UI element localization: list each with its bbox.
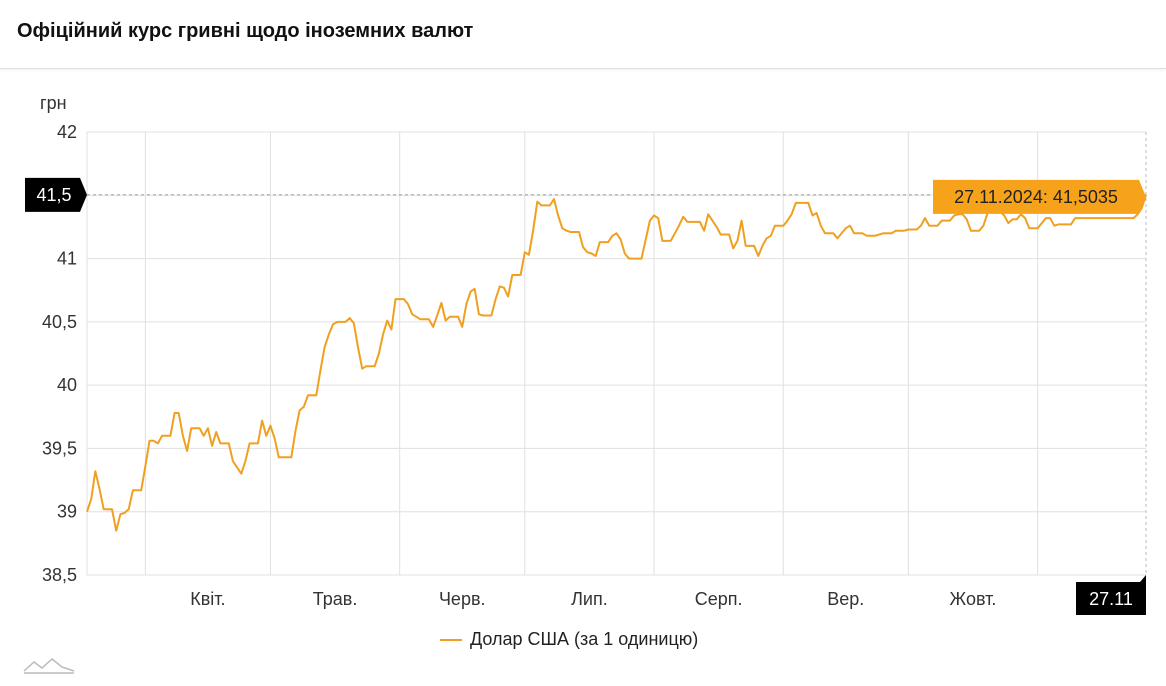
x-tick-label: Квіт. [190, 589, 225, 609]
x-tick-label: Черв. [439, 589, 486, 609]
y-tick-label: 39,5 [42, 438, 77, 458]
y-tick-label: 42 [57, 122, 77, 142]
y-tick-label: 38,5 [42, 565, 77, 585]
header-bar: Офіційний курс гривні щодо іноземних вал… [0, 0, 1166, 69]
y-tick-label: 41 [57, 249, 77, 269]
x-tick-label: Серп. [695, 589, 743, 609]
y-axis-unit-label: грн [40, 93, 67, 113]
x-tick-label: Трав. [313, 589, 358, 609]
tooltip-label: 27.11.2024: 41,5035 [954, 187, 1118, 207]
mountain-logo-icon [23, 658, 75, 674]
x-tick-label: Лип. [571, 589, 608, 609]
y-tick-label: 39 [57, 502, 77, 522]
crosshair-y-marker [25, 177, 87, 212]
series-line-usd[interactable] [86, 194, 1147, 532]
x-tick-label: Жовт. [950, 589, 997, 609]
y-tick-label: 40 [57, 375, 77, 395]
crosshair-y-label: 41,5 [36, 185, 71, 205]
crosshair-x-label: 27.11 [1089, 589, 1133, 609]
legend-swatch [440, 638, 462, 641]
legend-label: Долар США (за 1 одиницю) [470, 629, 699, 649]
x-tick-label: Вер. [827, 589, 864, 609]
legend[interactable]: Долар США (за 1 одиницю) [440, 629, 698, 650]
y-tick-label: 40,5 [42, 312, 77, 332]
crosshair-x-marker [1076, 575, 1146, 615]
tooltip-box [933, 179, 1146, 214]
page-title: Офіційний курс гривні щодо іноземних вал… [17, 20, 474, 42]
